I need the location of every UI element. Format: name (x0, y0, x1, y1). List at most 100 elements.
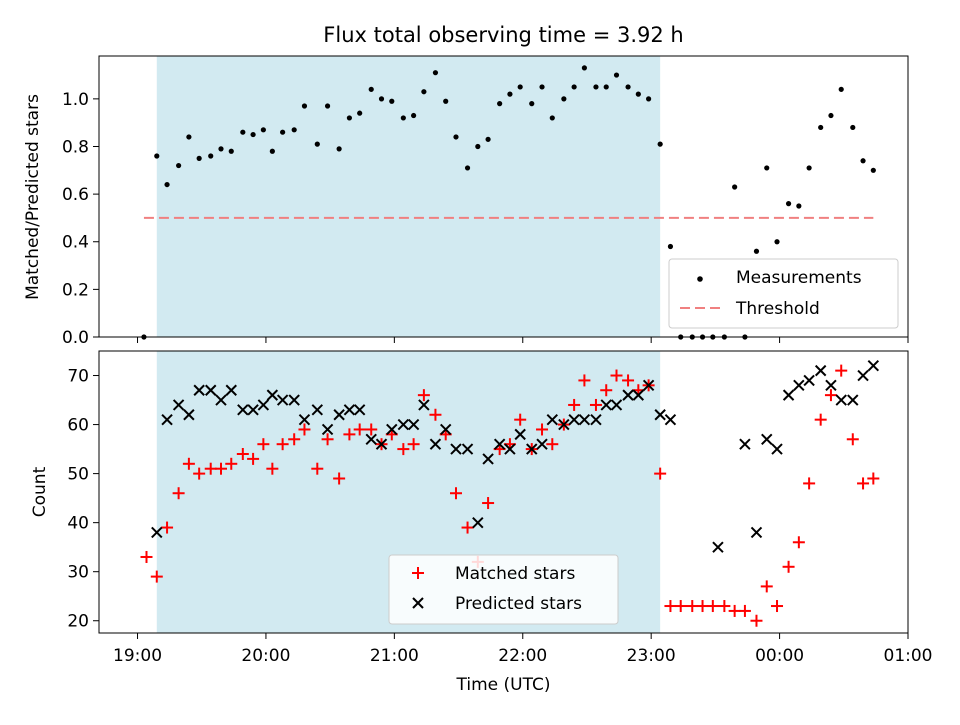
predicted-star-point (654, 409, 666, 421)
predicted-star-point (536, 438, 548, 450)
predicted-star-point (590, 413, 602, 426)
matched-star-point (568, 398, 581, 411)
matched-star-point (461, 521, 474, 534)
measurement-point (860, 158, 866, 164)
top-y-ticks: 0.0 0.2 0.4 0.6 0.8 1.0 (62, 90, 99, 348)
predicted-star-point (814, 364, 827, 377)
measurement-point (485, 136, 491, 142)
predicted-star-point (266, 389, 279, 401)
measurement-point (517, 84, 523, 90)
predicted-star-point (642, 379, 655, 392)
predicted-star-point (288, 394, 300, 406)
predicted-star-point (622, 389, 634, 401)
bottom-x-tick-label: 19:00 (113, 646, 162, 666)
measurement-point (164, 181, 170, 188)
measurement-points (141, 65, 876, 340)
measurement-point (176, 162, 182, 169)
predicted-star-point (514, 428, 526, 441)
matched-star-point (449, 487, 462, 500)
measurement-point (357, 110, 363, 116)
matched-star-point (835, 364, 848, 377)
predicted-star-point (215, 394, 227, 406)
matched-star-point (610, 369, 623, 382)
matched-star-point (857, 477, 870, 490)
matched-star-point (417, 389, 430, 402)
measurement-point (646, 96, 652, 102)
legend-matched-label: Matched stars (455, 564, 575, 584)
measurement-point (635, 91, 641, 97)
predicted-star-point (771, 443, 783, 455)
matched-star-point (343, 428, 356, 441)
matched-star-point (728, 604, 741, 617)
measurement-point (411, 112, 417, 119)
measurement-point (850, 124, 856, 131)
bottom-axes-frame (98, 350, 909, 634)
predicted-star-point (386, 423, 398, 436)
predicted-star-point (546, 413, 559, 426)
matched-star-point (214, 462, 227, 475)
measurement-point (368, 86, 374, 92)
measurement-point (667, 243, 674, 250)
measurement-point (774, 239, 780, 245)
measurement-point (838, 86, 844, 92)
matched-star-point (140, 550, 153, 563)
measurement-point (497, 101, 503, 107)
predicted-star-point (193, 384, 205, 396)
measurement-point (581, 65, 588, 71)
predicted-star-point (418, 399, 430, 411)
bottom-y-ticks: 20 30 40 50 60 70 (67, 367, 99, 632)
predicted-star-point (333, 409, 345, 421)
matched-star-point (824, 389, 837, 402)
predicted-star-point (610, 399, 623, 411)
top-y-tick-label: 0.0 (62, 328, 89, 348)
top-y-tick-label: 0.8 (62, 137, 89, 157)
predicted-star-point (526, 443, 538, 455)
measurement-point (870, 167, 876, 173)
matched-star-point (236, 447, 249, 460)
matched-star-point (193, 467, 206, 480)
matched-star-point (247, 452, 260, 465)
predicted-star-point (161, 413, 173, 426)
matched-star-point (664, 600, 677, 613)
measurement-point (613, 72, 620, 78)
matched-star-point (225, 457, 238, 470)
measurement-point (818, 124, 824, 131)
measurement-point (389, 98, 395, 104)
matched-star-point (482, 497, 495, 510)
matched-star-point (546, 438, 559, 451)
predicted-star-point (750, 526, 763, 539)
matched-star-point (536, 423, 549, 436)
legend-measurements-label: Measurements (736, 268, 862, 288)
matched-star-point (578, 374, 591, 387)
matched-star-point (266, 462, 279, 475)
measurement-point (785, 201, 792, 207)
measurement-point (529, 101, 535, 107)
predicted-star-point (600, 399, 612, 411)
predicted-star-point (450, 443, 462, 455)
predicted-star-point (440, 423, 452, 436)
measurement-point (314, 141, 320, 147)
measurement-point (378, 96, 385, 102)
predicted-star-point (632, 389, 645, 401)
matched-star-point (814, 413, 827, 426)
matched-star-point (321, 433, 334, 446)
predicted-star-point (237, 404, 249, 416)
predicted-stars-points (151, 360, 880, 553)
predicted-star-point (321, 423, 334, 436)
top-y-tick-label: 1.0 (62, 90, 89, 110)
bottom-x-tick-label: 21:00 (370, 646, 419, 666)
predicted-star-point (151, 526, 163, 539)
bottom-x-tick-label: 22:00 (498, 646, 547, 666)
matched-star-point (514, 413, 527, 426)
top-y-tick-label: 0.4 (62, 233, 89, 253)
measurement-point (228, 148, 234, 154)
measurement-point (593, 84, 599, 90)
top-axes-frame (98, 55, 909, 338)
measurement-point (475, 143, 481, 150)
measurement-point (625, 84, 631, 90)
predicted-star-point (664, 413, 677, 426)
measurement-point (250, 131, 256, 138)
measurement-point (400, 115, 406, 121)
predicted-star-point (782, 389, 795, 401)
